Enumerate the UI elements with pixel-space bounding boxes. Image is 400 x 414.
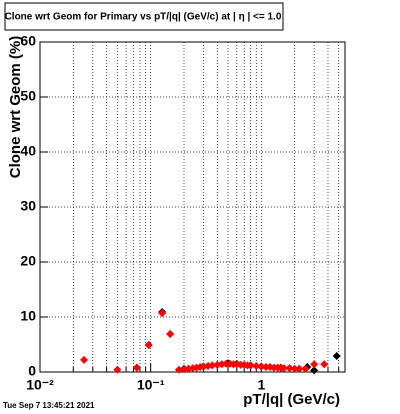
y-tick-label: 30 [20,198,36,214]
x-axis-label: pT/|q| (GeV/c) [243,391,340,408]
marker [246,361,255,370]
marker [257,362,266,371]
x-tick-label: 10⁻¹ [137,377,165,393]
y-tick-label: 10 [20,308,36,324]
chart-title: Clone wrt Geom for Primary vs pT/|q| (Ge… [5,12,282,23]
y-axis-label: Clone wrt Geom (%) [7,36,24,179]
marker [132,363,141,372]
marker [252,361,261,370]
marker [332,352,341,361]
marker [295,364,304,373]
marker [174,365,183,374]
marker [285,364,294,373]
y-tick-label: 20 [20,253,36,269]
marker [113,365,122,374]
y-tick-label: 50 [20,88,36,104]
marker [80,355,89,364]
marker [301,364,310,373]
marker [213,360,222,369]
y-tick-label: 40 [20,143,36,159]
marker [279,364,288,373]
marker [208,361,217,370]
marker [179,365,188,374]
marker [158,309,167,318]
marker [144,341,153,350]
marker [310,360,319,369]
timestamp: Tue Sep 7 13:45:21 2021 [3,401,95,410]
x-tick-label: 10⁻² [26,377,54,393]
marker [290,364,299,373]
marker [310,366,319,375]
marker [166,330,175,339]
title-box [4,2,284,31]
marker [261,363,270,372]
y-tick-label: 60 [20,33,36,49]
marker [199,362,208,371]
x-tick-label: 1 [257,377,265,393]
y-tick-label: 0 [28,363,36,379]
marker [320,360,329,369]
